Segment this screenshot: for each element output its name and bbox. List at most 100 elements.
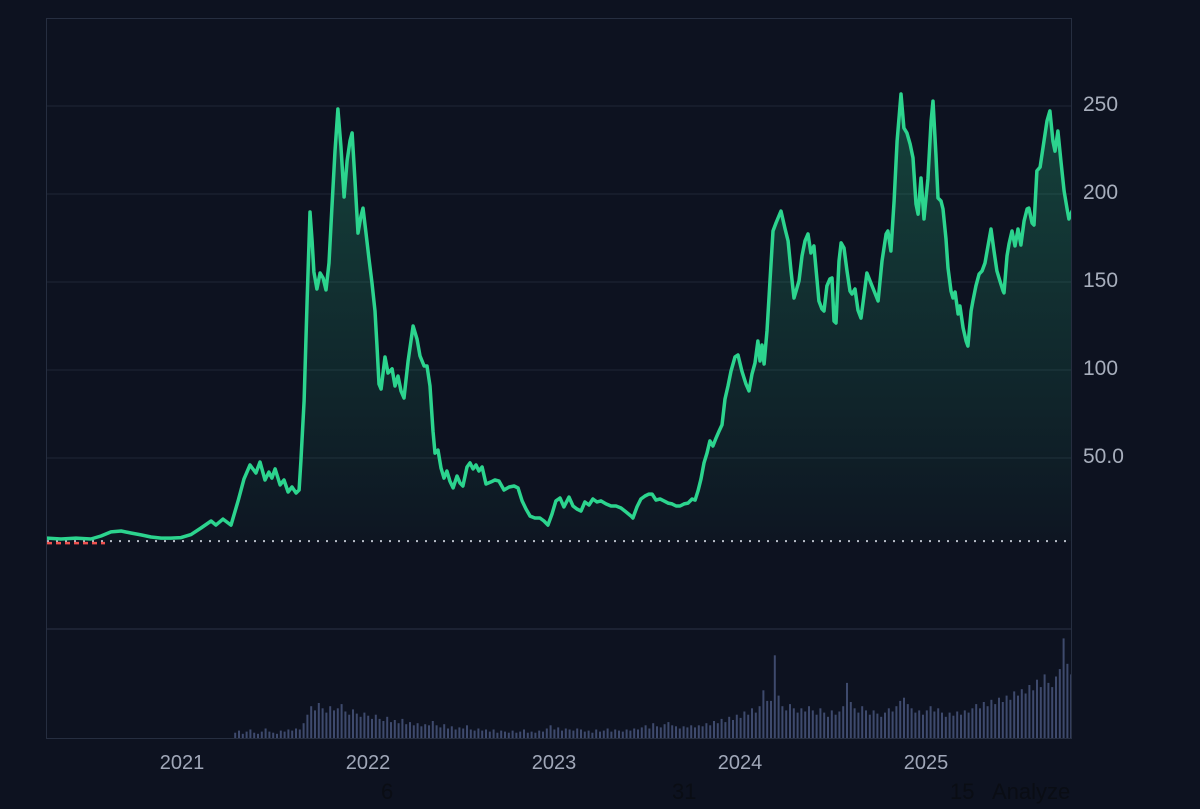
volume-bar (758, 706, 761, 738)
volume-bar (238, 730, 240, 738)
volume-bar (352, 709, 354, 738)
volume-bar (796, 712, 799, 738)
volume-bar (298, 729, 301, 738)
volume-bar (401, 718, 404, 738)
price-axis-label: 200 (1083, 181, 1119, 204)
volume-bar (1047, 682, 1050, 738)
volume-bar (682, 726, 685, 738)
volume-bar (264, 728, 267, 738)
volume-bar (1017, 695, 1019, 738)
volume-bar (625, 729, 628, 738)
price-axis[interactable]: 250 200 150 100 50.0 (1071, 0, 1200, 737)
volume-bar (454, 729, 457, 738)
volume-bar (272, 732, 275, 738)
volume-bar (378, 718, 381, 738)
volume-bar (291, 730, 294, 738)
volume-bar (595, 729, 598, 738)
volume-bar (648, 728, 651, 738)
volume-bar (1043, 674, 1046, 738)
time-axis-label: 2021 (159, 752, 205, 774)
price-chart-pane[interactable] (46, 18, 1072, 739)
volume-bar (1066, 663, 1069, 738)
volume-bar (667, 722, 670, 738)
volume-bar (747, 714, 750, 738)
volume-bar (306, 714, 309, 738)
volume-bar (709, 725, 712, 738)
volume-bar (732, 720, 734, 738)
volume-bar (428, 725, 430, 738)
volume-bar (663, 724, 666, 738)
volume-bar (241, 733, 244, 738)
volume-bar (234, 732, 237, 738)
volume-bar (751, 708, 753, 738)
volume-bar (1024, 693, 1027, 738)
volume-bar (257, 733, 259, 738)
volume-bar (333, 710, 335, 738)
volume-bar (587, 730, 590, 738)
volume-bar (545, 728, 548, 738)
volume-bar (602, 730, 605, 738)
volume-bar (523, 729, 525, 738)
time-axis-label: 2024 (717, 752, 763, 774)
time-axis[interactable]: 2021 2022 2023 2024 2025 (0, 738, 1200, 783)
volume-bar (914, 712, 917, 738)
volume-bar (766, 700, 769, 738)
volume-bar (770, 700, 772, 738)
volume-bar (386, 716, 389, 738)
volume-bar (887, 708, 890, 738)
volume-bar (405, 724, 408, 738)
volume-bar (412, 725, 415, 738)
price-axis-label: 100 (1083, 357, 1119, 380)
volume-bar (473, 730, 476, 738)
volume-bar (933, 711, 936, 738)
date-cell-15: 15 (950, 779, 975, 804)
volume-bar (952, 715, 955, 738)
volume-bar (705, 723, 708, 738)
volume-bar (276, 733, 278, 738)
analyze-button[interactable]: Analyze (992, 779, 1071, 804)
volume-bar (678, 728, 681, 738)
volume-bar (656, 726, 658, 738)
volume-bar (975, 704, 978, 738)
volume-bar (819, 708, 822, 738)
volume-bar (1005, 695, 1008, 738)
volume-bar (618, 730, 620, 738)
volume-bar (302, 723, 305, 738)
volume-bar (591, 732, 594, 738)
volume-bar (614, 729, 617, 738)
volume-bar (314, 710, 316, 738)
volume-bar (1028, 685, 1031, 738)
volume-bar (492, 729, 495, 738)
volume-bar (754, 712, 757, 738)
volume-bar (690, 725, 693, 738)
volume-bar (340, 704, 343, 738)
volume-bar (496, 732, 499, 738)
time-axis-label: 2022 (345, 752, 391, 774)
date-cell-31: 31 (672, 779, 697, 804)
volume-bar (363, 712, 366, 738)
volume-bar (485, 729, 487, 738)
volume-bar (450, 726, 453, 738)
volume-bar (606, 728, 609, 738)
volume-bar (884, 712, 886, 738)
volume-bar (640, 727, 643, 738)
volume-bar (279, 730, 282, 738)
volume-bar (990, 699, 993, 738)
volume-bar (800, 708, 803, 738)
time-axis-label: 2023 (531, 752, 577, 774)
volume-bar (507, 732, 510, 738)
volume-bar (906, 704, 909, 738)
volume-bar (971, 708, 974, 738)
volume-bar (868, 714, 871, 738)
volume-bar (937, 708, 940, 738)
volume-bar (599, 731, 601, 738)
volume-bar (876, 713, 879, 738)
volume-bar (925, 710, 928, 738)
volume-bar (329, 706, 332, 738)
volume-bar (549, 725, 552, 738)
volume-bar (515, 732, 518, 738)
volume-bar (424, 724, 427, 738)
volume-bar (397, 723, 400, 738)
volume-bar (895, 706, 898, 738)
volume-bar (846, 682, 848, 738)
